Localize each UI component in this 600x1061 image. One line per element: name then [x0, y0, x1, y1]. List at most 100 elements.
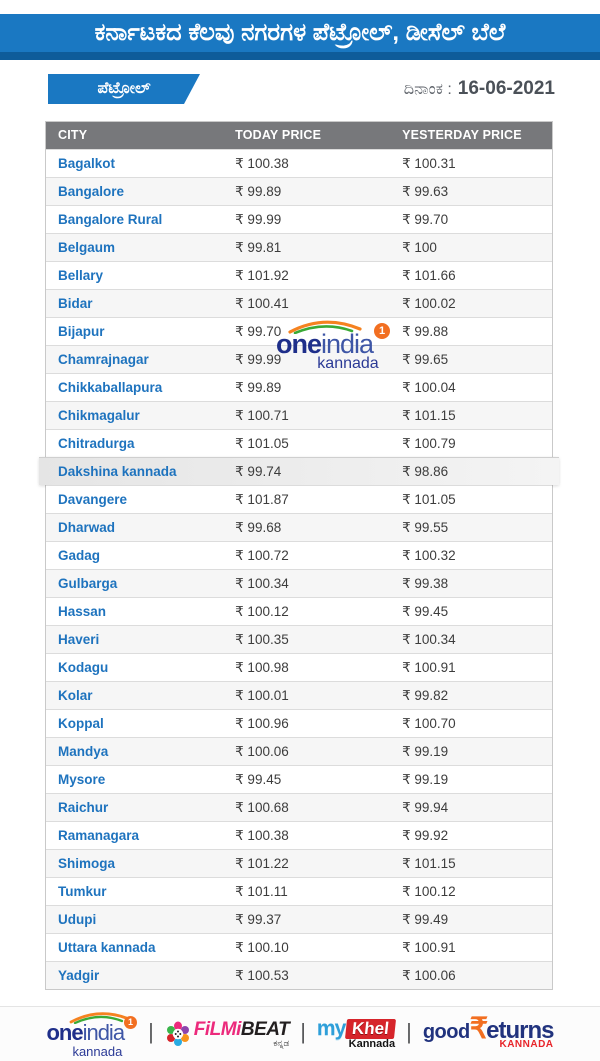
- mykhel-logo[interactable]: my Khel Kannada: [317, 1018, 397, 1050]
- city-link[interactable]: Bagalkot: [58, 156, 116, 171]
- city-link[interactable]: Belgaum: [58, 240, 116, 255]
- today-price-value: ₹ 100.38: [235, 828, 289, 843]
- tricolor-arc-icon: [70, 1011, 131, 1024]
- city-link[interactable]: Ramanagara: [58, 828, 140, 843]
- city-link[interactable]: Dakshina kannada: [58, 464, 177, 479]
- today-price-value: ₹ 100.96: [235, 716, 289, 731]
- city-link[interactable]: Dharwad: [58, 520, 116, 535]
- table-row: Bellary ₹ 101.92 ₹ 101.66: [46, 261, 552, 289]
- today-price-value: ₹ 101.22: [235, 856, 289, 871]
- yesterday-price-value: ₹ 101.15: [402, 856, 456, 871]
- today-price-value: ₹ 101.05: [235, 436, 289, 451]
- city-link[interactable]: Yadgir: [58, 968, 100, 983]
- city-link[interactable]: Bellary: [58, 268, 104, 283]
- city-link[interactable]: Hassan: [58, 604, 107, 619]
- table-row: Dakshina kannada ₹ 99.74 ₹ 98.86: [39, 457, 559, 485]
- today-price-value: ₹ 100.98: [235, 660, 289, 675]
- today-price-value: ₹ 100.35: [235, 632, 289, 647]
- yesterday-price-value: ₹ 99.49: [402, 912, 449, 927]
- today-price-value: ₹ 99.89: [235, 184, 282, 199]
- city-link[interactable]: Bangalore: [58, 184, 125, 199]
- table-row: Bidar ₹ 100.41 ₹ 100.02: [46, 289, 552, 317]
- yesterday-price-value: ₹ 100.79: [402, 436, 456, 451]
- city-link[interactable]: Haveri: [58, 632, 100, 647]
- today-price-value: ₹ 100.10: [235, 940, 289, 955]
- yesterday-price-value: ₹ 100.04: [402, 380, 456, 395]
- city-link[interactable]: Chikkaballapura: [58, 380, 163, 395]
- today-price-value: ₹ 99.81: [235, 240, 282, 255]
- table-row: Bangalore ₹ 99.89 ₹ 99.63: [46, 177, 552, 205]
- filmibeat-wordmark: FiLMiBEAT: [193, 1019, 290, 1040]
- city-link[interactable]: Bangalore Rural: [58, 212, 163, 227]
- city-link[interactable]: Bijapur: [58, 324, 105, 339]
- city-link[interactable]: Udupi: [58, 912, 97, 927]
- goodreturns-wordmark: good ₹ eturns: [422, 1013, 555, 1045]
- yesterday-price-value: ₹ 99.19: [402, 744, 449, 759]
- city-link[interactable]: Davangere: [58, 492, 128, 507]
- goodreturns-kannada-label: KANNADA: [499, 1039, 554, 1050]
- city-link[interactable]: Chamrajnagar: [58, 352, 149, 367]
- table-row: Dharwad ₹ 99.68 ₹ 99.55: [46, 513, 552, 541]
- city-link[interactable]: Gadag: [58, 548, 101, 563]
- city-link[interactable]: Mandya: [58, 744, 109, 759]
- yesterday-price-value: ₹ 99.70: [402, 212, 449, 227]
- table-row: Uttara kannada ₹ 100.10 ₹ 100.91: [46, 933, 552, 961]
- separator: |: [300, 1019, 306, 1044]
- table-row: Raichur ₹ 100.68 ₹ 99.94: [46, 793, 552, 821]
- yesterday-price-value: ₹ 99.92: [402, 828, 449, 843]
- today-price-value: ₹ 99.37: [235, 912, 282, 927]
- city-link[interactable]: Chitradurga: [58, 436, 135, 451]
- today-price-value: ₹ 100.38: [235, 156, 289, 171]
- table-row: Davangere ₹ 101.87 ₹ 101.05: [46, 485, 552, 513]
- city-link[interactable]: Shimoga: [58, 856, 116, 871]
- yesterday-price-value: ₹ 100.31: [402, 156, 456, 171]
- city-link[interactable]: Raichur: [58, 800, 109, 815]
- city-link[interactable]: Koppal: [58, 716, 104, 731]
- filmibeat-logo[interactable]: FiLMiBEAT ಕನ್ನಡ: [165, 1019, 290, 1048]
- today-price-value: ₹ 101.87: [235, 492, 289, 507]
- yesterday-price-value: ₹ 100.34: [402, 632, 456, 647]
- table-row: Kolar ₹ 100.01 ₹ 99.82: [46, 681, 552, 709]
- today-price-value: ₹ 100.01: [235, 688, 289, 703]
- separator: |: [406, 1019, 412, 1044]
- city-link[interactable]: Chikmagalur: [58, 408, 140, 423]
- today-price-value: ₹ 99.74: [235, 464, 282, 479]
- yesterday-price-value: ₹ 100.12: [402, 884, 456, 899]
- pinwheel-icon: [166, 1021, 189, 1046]
- table-row: Chikmagalur ₹ 100.71 ₹ 101.15: [46, 401, 552, 429]
- table-row: Haveri ₹ 100.35 ₹ 100.34: [46, 625, 552, 653]
- table-row: Mandya ₹ 100.06 ₹ 99.19: [46, 737, 552, 765]
- city-link[interactable]: Bidar: [58, 296, 93, 311]
- today-price-value: ₹ 100.53: [235, 968, 289, 983]
- table-row: Gulbarga ₹ 100.34 ₹ 99.38: [46, 569, 552, 597]
- table-row: Hassan ₹ 100.12 ₹ 99.45: [46, 597, 552, 625]
- goodreturns-logo[interactable]: good ₹ eturns KANNADA: [422, 1013, 555, 1050]
- city-link[interactable]: Gulbarga: [58, 576, 118, 591]
- today-price-value: ₹ 100.12: [235, 604, 289, 619]
- yesterday-price-value: ₹ 99.45: [402, 604, 449, 619]
- city-link[interactable]: Kodagu: [58, 660, 109, 675]
- today-price-value: ₹ 100.41: [235, 296, 289, 311]
- oneindia-kannada-label: kannada: [72, 1043, 123, 1059]
- city-link[interactable]: Kolar: [58, 688, 93, 703]
- city-link[interactable]: Tumkur: [58, 884, 107, 899]
- oneindia-logo[interactable]: oneindia 1 kannada: [46, 1011, 138, 1059]
- rupee-icon: ₹: [469, 1013, 489, 1045]
- oneindia-wordmark: oneindia 1: [46, 1015, 138, 1044]
- today-price-value: ₹ 100.71: [235, 408, 289, 423]
- yesterday-price-value: ₹ 99.63: [402, 184, 449, 199]
- today-price-value: ₹ 101.92: [235, 268, 289, 283]
- table-row: Yadgir ₹ 100.53 ₹ 100.06: [46, 961, 552, 989]
- today-price-value: ₹ 100.34: [235, 576, 289, 591]
- table-row: Koppal ₹ 100.96 ₹ 100.70: [46, 709, 552, 737]
- today-price-value: ₹ 100.72: [235, 548, 289, 563]
- yesterday-price-value: ₹ 99.55: [402, 520, 449, 535]
- table-header-row: CITY TODAY PRICE YESTERDAY PRICE: [46, 122, 552, 149]
- table-row: Udupi ₹ 99.37 ₹ 99.49: [46, 905, 552, 933]
- table-row: Shimoga ₹ 101.22 ₹ 101.15: [46, 849, 552, 877]
- city-link[interactable]: Uttara kannada: [58, 940, 156, 955]
- yesterday-price-value: ₹ 99.94: [402, 800, 449, 815]
- city-link[interactable]: Mysore: [58, 772, 106, 787]
- table-row: Bijapur ₹ 99.70 ₹ 99.88: [46, 317, 552, 345]
- table-row: Chitradurga ₹ 101.05 ₹ 100.79: [46, 429, 552, 457]
